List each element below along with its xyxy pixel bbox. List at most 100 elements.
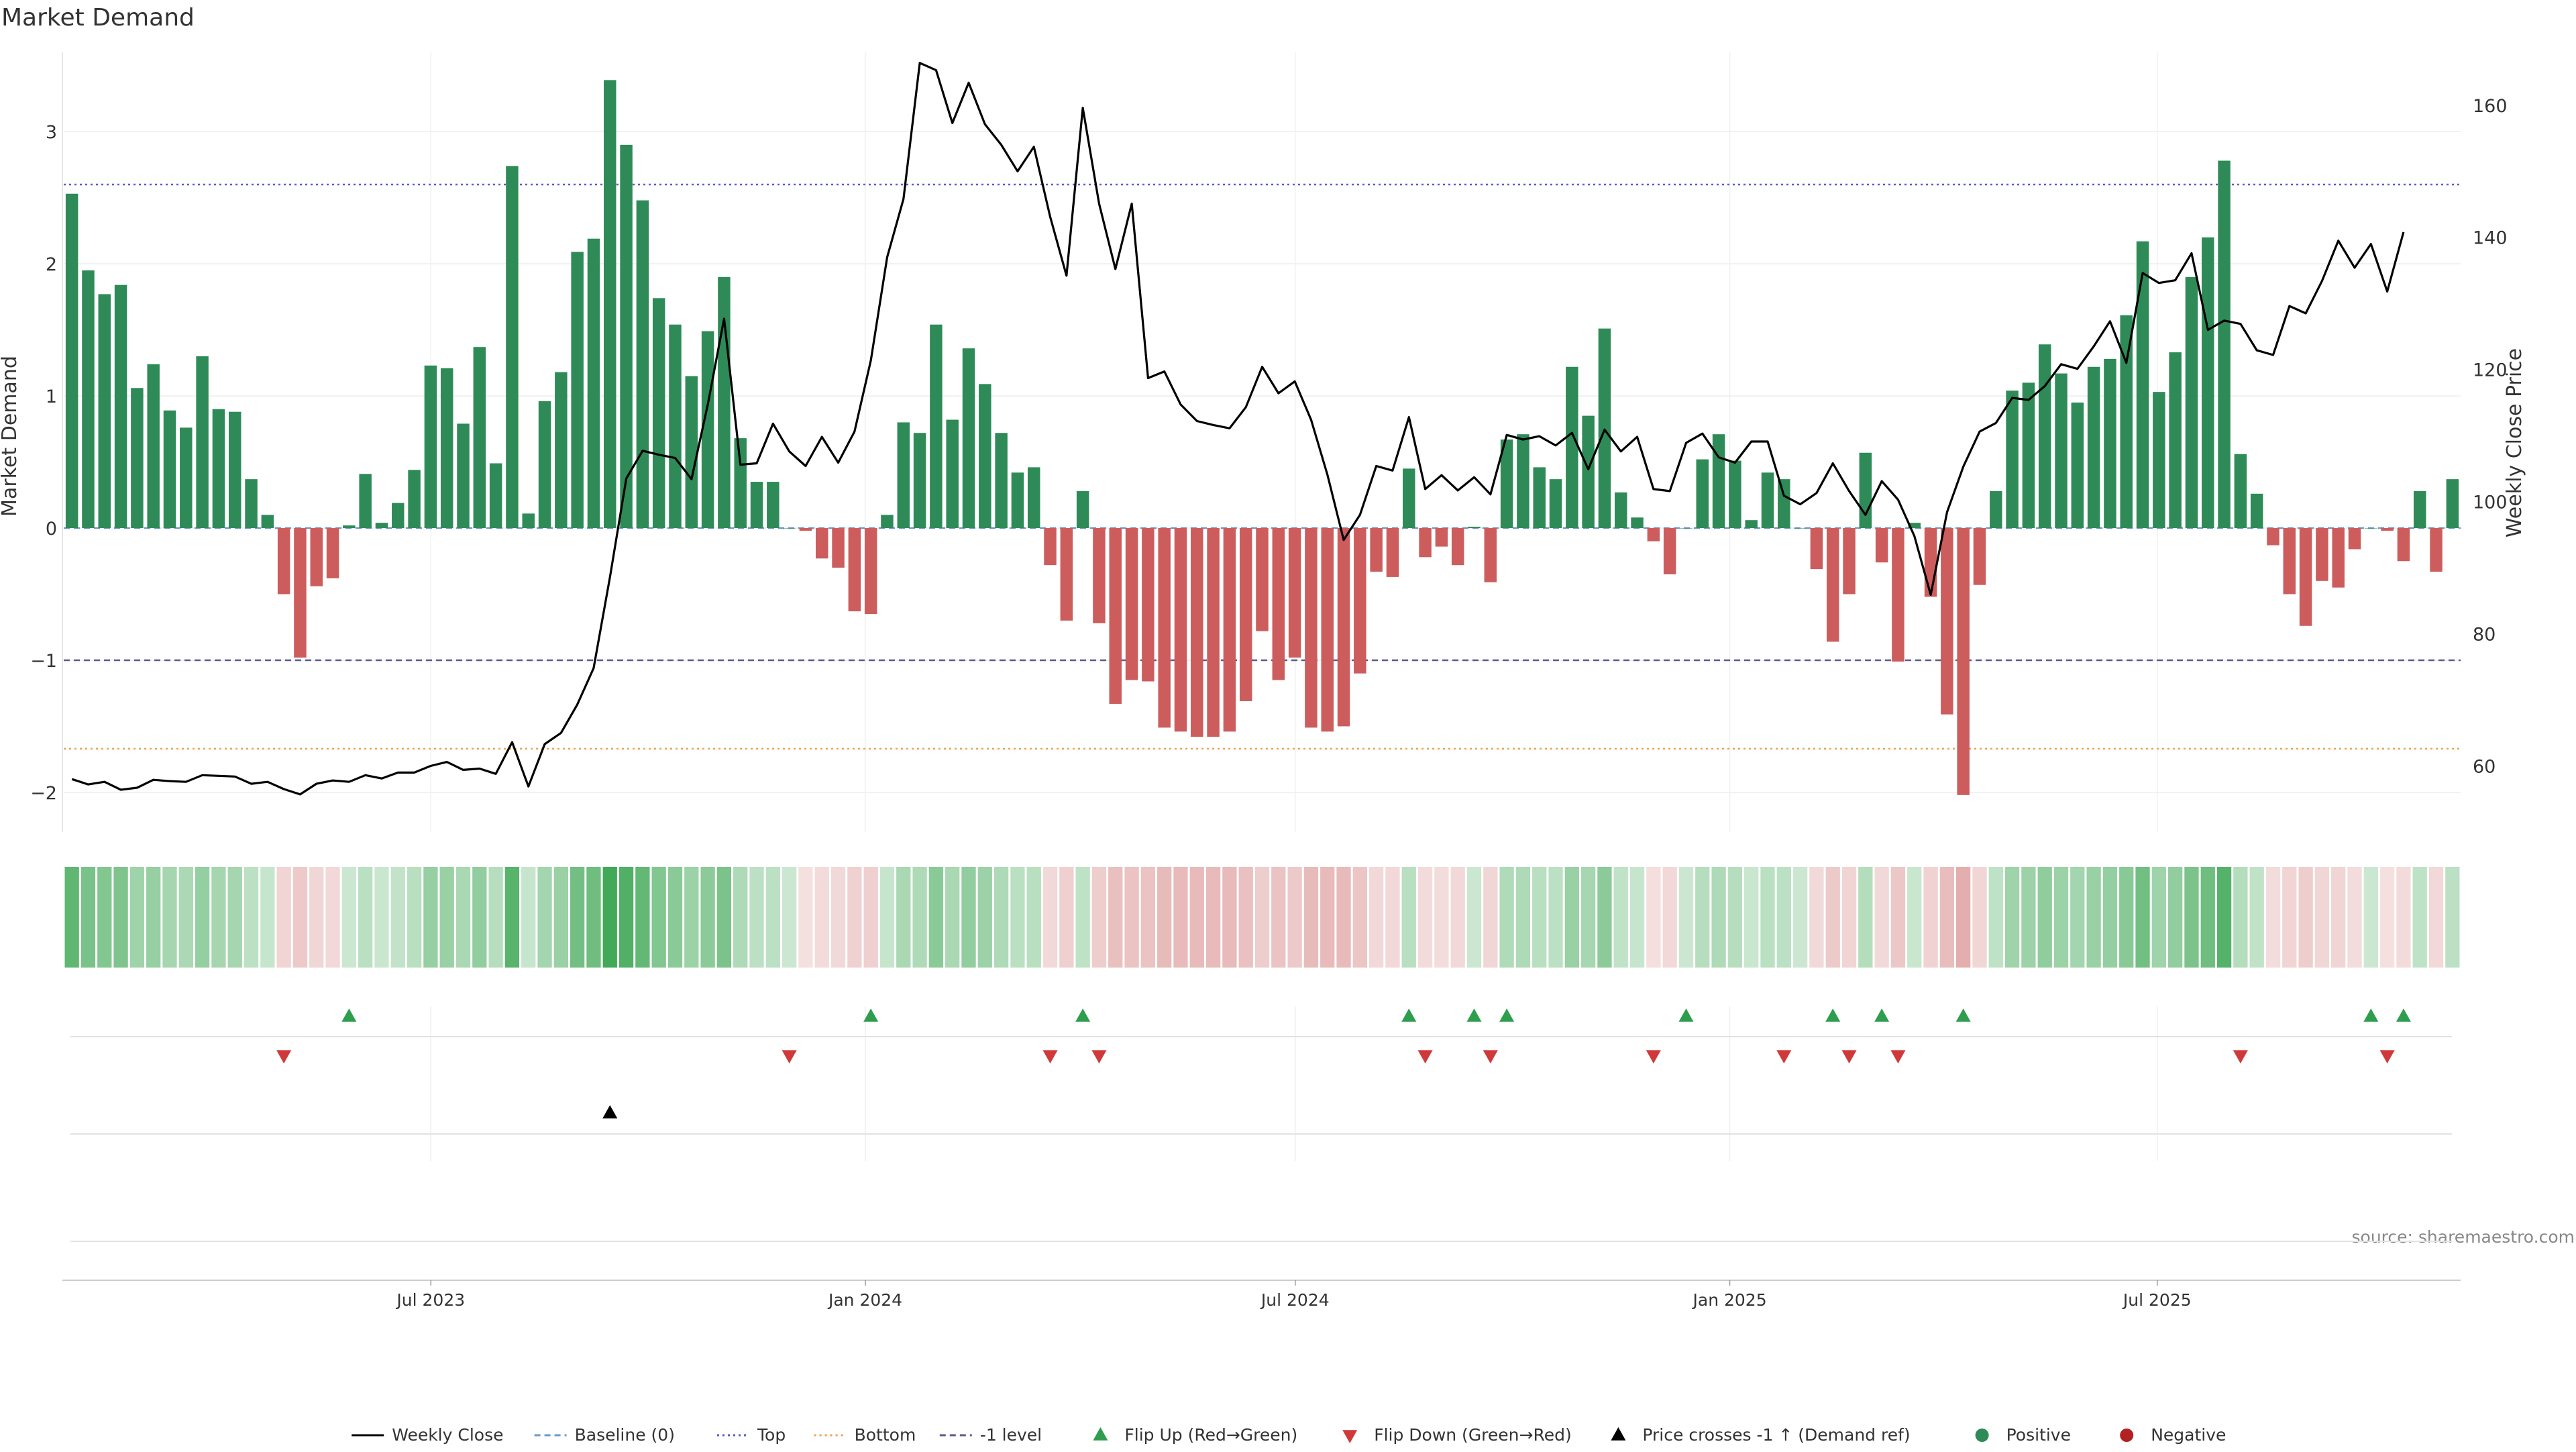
strip-cell (178, 867, 193, 968)
demand-bar (1142, 528, 1155, 682)
demand-bar (1256, 528, 1269, 631)
legend-label: Flip Down (Green→Red) (1374, 1425, 1572, 1445)
strip-cell (358, 867, 373, 968)
demand-bar (163, 410, 176, 529)
demand-bar (1778, 479, 1790, 529)
demand-bar (82, 270, 95, 529)
demand-bar (604, 80, 616, 529)
demand-bar (2381, 528, 2394, 531)
demand-bar (538, 401, 551, 529)
demand-bar (1875, 528, 1888, 563)
demand-bar (2250, 493, 2263, 529)
strip-cell (1173, 867, 1188, 968)
strip-cell (553, 867, 568, 968)
y-tick-label: −1 (30, 651, 57, 672)
demand-bar (2348, 528, 2361, 550)
legend-label: Top (757, 1425, 786, 1445)
y-right-tick-label: 140 (2473, 228, 2508, 249)
strip-cell (227, 867, 242, 968)
legend-label: Flip Up (Red→Green) (1124, 1425, 1297, 1445)
demand-bar (1712, 434, 1725, 529)
y-right-tick-label: 160 (2473, 96, 2508, 117)
demand-bar (815, 528, 828, 559)
demand-bars (65, 80, 2459, 795)
strip-cell (2102, 867, 2118, 968)
demand-bar (1533, 467, 1546, 529)
demand-bar (897, 422, 910, 529)
demand-bar (1093, 528, 1106, 623)
strip-cell (765, 867, 780, 968)
demand-bar (1223, 528, 1236, 732)
strip-cell (1597, 867, 1612, 968)
demand-bar (1582, 415, 1595, 529)
strip-cell (472, 867, 487, 968)
strip-cell (374, 867, 389, 968)
legend: Weekly Close Baseline (0) Top Bottom -1 leve… (352, 1425, 2226, 1445)
strip-cell (635, 867, 650, 968)
demand-bar (180, 427, 193, 529)
flip-down-marker (782, 1050, 797, 1064)
demand-bar (1566, 366, 1578, 529)
demand-bar (1403, 468, 1415, 529)
strip-cell (830, 867, 846, 968)
flip-up-marker (1075, 1008, 1091, 1022)
strip-cell (292, 867, 308, 968)
strip-cell (504, 867, 520, 968)
strip-cell (341, 867, 357, 968)
strip-cell (1466, 867, 1482, 968)
demand-bar (98, 294, 111, 529)
strip-cell (1075, 867, 1090, 968)
legend-symbol (1975, 1429, 1989, 1442)
strip-cell (1890, 867, 1906, 968)
demand-bar (1060, 528, 1073, 621)
strip-cell (1776, 867, 1791, 968)
demand-bar (1941, 528, 1953, 715)
demand-bar (2038, 344, 2051, 529)
demand-heat-strip (64, 867, 2460, 968)
demand-bar (424, 365, 437, 529)
demand-bar (734, 438, 747, 529)
legend-label: Positive (2006, 1425, 2071, 1445)
strip-cell (244, 867, 259, 968)
strip-cell (2331, 867, 2346, 968)
legend-label: Baseline (0) (575, 1425, 675, 1445)
strip-cell (1059, 867, 1074, 968)
demand-bar (1843, 528, 1856, 594)
demand-bar (489, 463, 502, 529)
flip-up-marker (2396, 1008, 2411, 1022)
strip-cell (1222, 867, 1237, 968)
strip-cell (521, 867, 536, 968)
demand-bar (522, 513, 535, 529)
strip-cell (749, 867, 764, 968)
flip-up-marker (1401, 1008, 1417, 1022)
strip-cell (2282, 867, 2297, 968)
demand-bar (2006, 391, 2019, 529)
strip-cell (1026, 867, 1041, 968)
strip-cell (2184, 867, 2199, 968)
demand-bar (2397, 528, 2410, 562)
strip-cell (455, 867, 471, 968)
price-cross-marker (602, 1105, 618, 1119)
strip-cell (733, 867, 748, 968)
demand-bar (864, 528, 877, 615)
demand-bar (685, 376, 698, 529)
strip-cell (2233, 867, 2248, 968)
flip-up-marker (1874, 1008, 1890, 1022)
strip-cell (1988, 867, 2003, 968)
demand-bar (2120, 315, 2133, 529)
demand-bar (2153, 392, 2165, 529)
demand-bar (2104, 358, 2116, 529)
strip-cell (276, 867, 291, 968)
strip-cell (1613, 867, 1628, 968)
strip-cell (2216, 867, 2232, 968)
demand-bar (652, 298, 665, 529)
flip-down-marker (2379, 1050, 2395, 1064)
y-axis-right-label: Weekly Close Price (2503, 348, 2526, 537)
strip-cell (1760, 867, 1775, 968)
strip-cell (2445, 867, 2460, 968)
demand-bar (1288, 528, 1301, 658)
strip-cell (1923, 867, 1938, 968)
demand-bar (326, 528, 339, 578)
demand-bar (1337, 528, 1350, 727)
flip-down-marker (2233, 1050, 2248, 1064)
